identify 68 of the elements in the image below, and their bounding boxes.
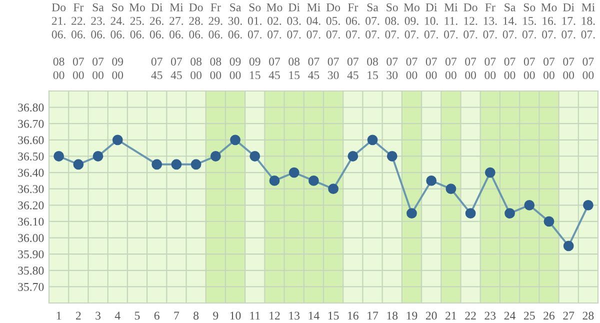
text: Mi 04. 07. 07 45 bbox=[306, 3, 320, 80]
text: Do 05. 07. 07 30 bbox=[326, 3, 340, 80]
x-tick-label: 22 bbox=[465, 312, 476, 320]
text: Fr 13. 07. 07 00 bbox=[483, 3, 497, 80]
y-tick-label: 36.00 bbox=[18, 234, 44, 242]
x-tick-label: 4 bbox=[114, 312, 120, 320]
text: Mo 25. 06. bbox=[129, 3, 145, 39]
y-tick-label: 36.60 bbox=[18, 136, 44, 144]
text: Mo 02. 07. 07 45 bbox=[266, 3, 282, 80]
x-tick-label: 20 bbox=[426, 312, 437, 320]
text: Do 21. 06. 08 00 bbox=[52, 3, 66, 80]
text: So 01. 07. 09 15 bbox=[248, 3, 262, 80]
x-tick-label: 13 bbox=[289, 312, 300, 320]
y-tick-label: 36.50 bbox=[18, 152, 44, 160]
x-tick-label: 10 bbox=[230, 312, 241, 320]
x-tick-label: 8 bbox=[194, 312, 199, 320]
text: Mo 16. 07. 07 00 bbox=[541, 3, 557, 80]
text: So 08. 07. 07 30 bbox=[385, 3, 399, 80]
text: Fr 06. 07. 07 45 bbox=[346, 3, 360, 80]
y-tick-label: 36.40 bbox=[18, 168, 44, 177]
x-tick-label: 3 bbox=[96, 312, 101, 320]
x-tick-label: 24 bbox=[504, 312, 516, 320]
text: Mo 09. 07. 07 00 bbox=[404, 3, 420, 80]
text: Do 28. 06. 08 00 bbox=[189, 3, 203, 80]
x-tick-label: 27 bbox=[563, 312, 574, 320]
text: Mi 11. 07. 07 00 bbox=[444, 3, 458, 80]
text: So 15. 07. 07 00 bbox=[522, 3, 536, 80]
x-tick-label: 15 bbox=[328, 312, 339, 320]
x-tick-label: 12 bbox=[270, 312, 280, 320]
text: Di 26. 06. 07 45 bbox=[150, 3, 164, 80]
x-tick-label: 23 bbox=[484, 312, 496, 320]
text: Sa 23. 06. 07 00 bbox=[91, 3, 105, 80]
x-tick-label: 1 bbox=[56, 312, 62, 320]
text: Sa 30. 06. 09 00 bbox=[228, 3, 242, 80]
x-tick-label: 19 bbox=[406, 312, 418, 320]
y-tick-label: 35.80 bbox=[18, 266, 44, 275]
text: Mi 27. 06. 07 45 bbox=[170, 3, 184, 80]
x-tick-label: 18 bbox=[387, 312, 398, 320]
text: Sa 07. 07. 08 15 bbox=[366, 3, 380, 80]
y-tick-label: 36.20 bbox=[18, 201, 44, 210]
text: Di 17. 07. 07 00 bbox=[562, 3, 576, 80]
text: Fr 22. 06. 07 00 bbox=[71, 3, 86, 80]
y-tick-label: 36.70 bbox=[18, 120, 44, 128]
text: Sa 14. 07. 07 00 bbox=[502, 3, 516, 80]
x-tick-label: 28 bbox=[582, 312, 594, 320]
y-tick-label: 36.10 bbox=[18, 218, 44, 226]
x-tick-label: 25 bbox=[524, 312, 535, 320]
x-tick-label: 17 bbox=[368, 312, 378, 320]
text: Di 10. 07. 07 00 bbox=[424, 3, 438, 80]
x-tick-label: 16 bbox=[348, 312, 358, 320]
text: Mi 18. 07. 07 00 bbox=[581, 3, 595, 80]
text: So 24. 06. 09 00 bbox=[110, 3, 124, 80]
x-tick-label: 7 bbox=[174, 312, 180, 320]
x-tick-label: 14 bbox=[308, 312, 320, 320]
x-tick-label: 21 bbox=[446, 312, 456, 320]
y-tick-label: 35.70 bbox=[18, 282, 44, 291]
x-tick-label: 9 bbox=[213, 312, 218, 320]
y-tick-label: 35.90 bbox=[18, 250, 44, 258]
text: Di 03. 07. 08 15 bbox=[287, 3, 301, 80]
y-tick-label: 36.80 bbox=[18, 104, 44, 112]
x-tick-label: 6 bbox=[154, 312, 160, 320]
x-tick-label: 26 bbox=[544, 312, 555, 320]
text: Fr 29. 06. 08 00 bbox=[208, 3, 222, 80]
text: Do 12. 07. 07 00 bbox=[464, 3, 478, 80]
x-tick-label: 5 bbox=[134, 312, 140, 320]
y-tick-label: 36.30 bbox=[18, 185, 44, 194]
x-tick-label: 2 bbox=[76, 312, 81, 320]
x-tick-label: 11 bbox=[250, 312, 260, 320]
